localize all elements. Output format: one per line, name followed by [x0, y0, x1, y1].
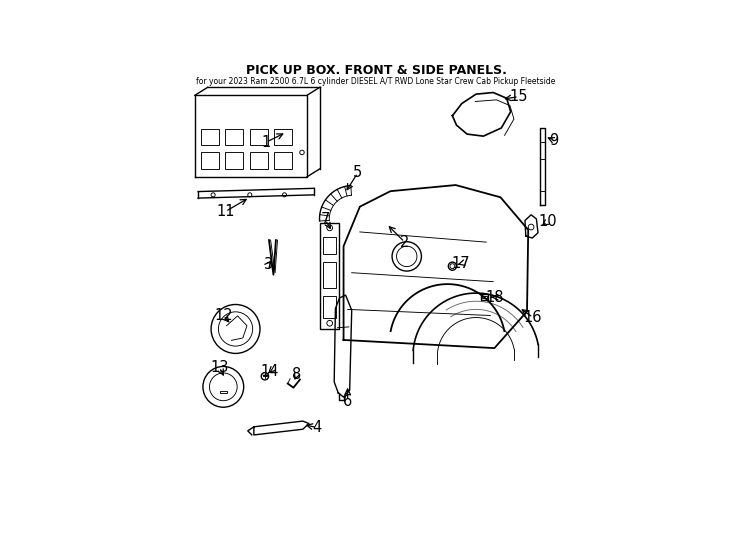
Bar [481, 294, 488, 300]
Bar [482, 295, 487, 299]
Text: 13: 13 [210, 360, 228, 375]
Text: 16: 16 [524, 310, 542, 325]
Bar [220, 390, 227, 393]
Bar [225, 152, 243, 168]
Text: 8: 8 [292, 367, 302, 382]
Bar [225, 129, 243, 145]
Text: 9: 9 [549, 133, 558, 148]
Text: 1: 1 [261, 135, 271, 150]
Text: PICK UP BOX. FRONT & SIDE PANELS.: PICK UP BOX. FRONT & SIDE PANELS. [246, 64, 506, 77]
Bar [323, 262, 336, 288]
Text: 6: 6 [343, 394, 352, 409]
Text: 15: 15 [509, 89, 528, 104]
Text: 18: 18 [485, 289, 504, 305]
Text: 11: 11 [216, 204, 235, 219]
Text: 2: 2 [400, 234, 410, 249]
Text: 3: 3 [264, 257, 273, 272]
Bar [320, 223, 339, 329]
Text: 14: 14 [261, 364, 280, 379]
Text: 12: 12 [214, 308, 233, 323]
Text: 17: 17 [451, 256, 470, 271]
Text: for your 2023 Ram 2500 6.7L 6 cylinder DIESEL A/T RWD Lone Star Crew Cab Pickup : for your 2023 Ram 2500 6.7L 6 cylinder D… [197, 77, 556, 86]
Bar [201, 129, 219, 145]
Bar [250, 129, 268, 145]
Bar [323, 237, 336, 254]
Bar [201, 152, 219, 168]
Text: 10: 10 [538, 214, 556, 230]
Text: 4: 4 [313, 420, 321, 435]
Text: 7: 7 [321, 212, 330, 227]
Bar [323, 296, 336, 318]
Bar [275, 152, 292, 168]
Bar [250, 152, 268, 168]
Text: 5: 5 [353, 165, 363, 180]
Bar [275, 129, 292, 145]
